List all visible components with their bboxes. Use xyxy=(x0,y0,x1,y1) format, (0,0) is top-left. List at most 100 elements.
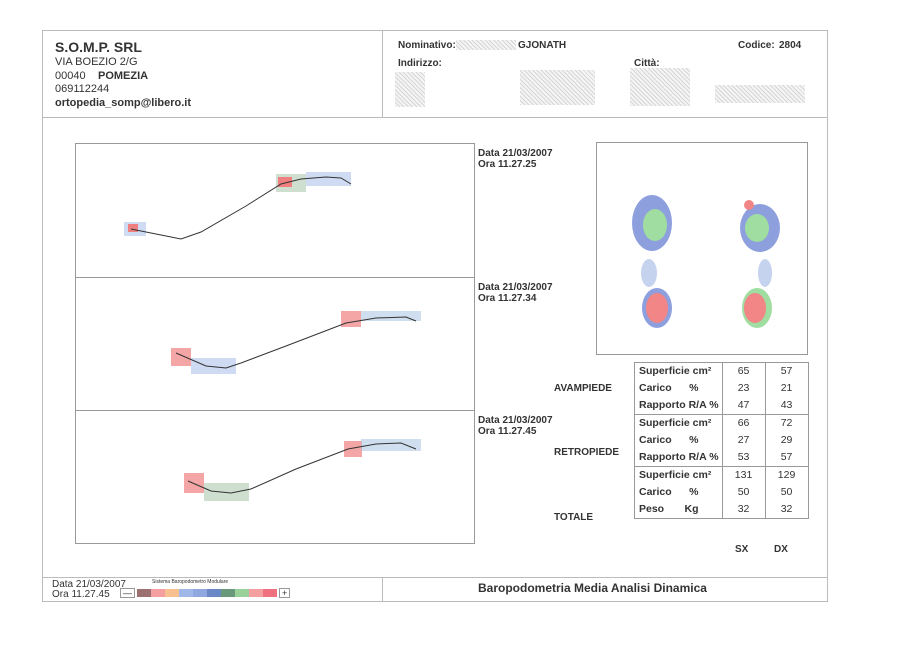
redacted-city xyxy=(630,68,690,106)
recording-2-time: Data 21/03/2007 Ora 11.27.34 xyxy=(478,282,553,304)
cell-label: Carico % xyxy=(634,484,723,501)
citta-label: Città: xyxy=(634,58,660,69)
cell-dx: 72 xyxy=(765,414,809,432)
trajectory-chart xyxy=(184,439,421,501)
divider xyxy=(42,117,828,118)
redacted-address xyxy=(520,70,595,105)
cell-label: Rapporto R/A % xyxy=(634,449,723,467)
recording-date: Data 21/03/2007 xyxy=(478,415,553,426)
column-sx: SX xyxy=(735,544,749,555)
cell-dx: 29 xyxy=(780,434,793,446)
report-title: Baropodometria Media Analisi Dinamica xyxy=(478,581,707,595)
section-label-avampiede: AVAMPIEDE xyxy=(554,383,612,394)
cell-sx: 131 xyxy=(722,466,766,484)
cell-sx: 53 xyxy=(722,449,766,467)
scale-swatch xyxy=(235,589,249,597)
scale-swatch xyxy=(221,589,235,597)
cell-dx: 32 xyxy=(780,503,793,515)
table-row: Superficie cm² 131 129 xyxy=(634,466,809,484)
gait-plot-3 xyxy=(75,410,475,544)
scale-swatch xyxy=(165,589,179,597)
footer-date: Data 21/03/2007 xyxy=(52,579,126,590)
scale-swatch xyxy=(151,589,165,597)
cell-sx: 47 xyxy=(722,397,766,415)
cell-label: Superficie cm² xyxy=(634,466,723,484)
indirizzo-label: Indirizzo: xyxy=(398,58,442,69)
footer-timestamp: Data 21/03/2007 Ora 11.27.45 xyxy=(52,580,126,600)
left-foot xyxy=(632,195,672,328)
cell-sx: 66 xyxy=(722,414,766,432)
table-row: Superficie cm² 66 72 xyxy=(634,414,809,432)
scale-swatch xyxy=(193,589,207,597)
cell-label: Peso Kg xyxy=(634,501,723,519)
cell-sx: 32 xyxy=(722,501,766,519)
section-label-retropiede: RETROPIEDE xyxy=(554,447,620,458)
table-row: Carico % 50 50 xyxy=(634,484,809,501)
column-dx: DX xyxy=(774,544,788,555)
table-row: Carico % 23 21 xyxy=(634,380,809,397)
scale-plus: + xyxy=(279,588,291,598)
trajectory-chart xyxy=(171,311,421,374)
scale-minus: — xyxy=(120,588,135,598)
company-address: VIA BOEZIO 2/G xyxy=(55,56,138,68)
cell-sx: 23 xyxy=(722,380,766,397)
recording-time: Ora 11.27.45 xyxy=(478,426,537,437)
cell-dx: 50 xyxy=(780,486,793,498)
divider xyxy=(382,577,383,602)
cell-dx: 129 xyxy=(765,466,809,484)
table-row: Rapporto R/A % 53 57 xyxy=(634,449,809,467)
table-row: Peso Kg 32 32 xyxy=(634,501,809,519)
foot-pressure-map xyxy=(596,142,808,355)
codice-label: Codice: xyxy=(738,40,775,51)
cell-label: Superficie cm² xyxy=(634,362,723,380)
company-cap: 00040 xyxy=(55,70,86,82)
divider xyxy=(382,30,383,117)
cell-label: Rapporto R/A % xyxy=(634,397,723,415)
recording-time: Ora 11.27.25 xyxy=(478,159,537,170)
redacted-address xyxy=(395,72,425,107)
table-row: Rapporto R/A % 47 43 xyxy=(634,397,809,415)
footer-time: Ora 11.27.45 xyxy=(52,589,110,600)
cell-dx: 57 xyxy=(780,365,793,377)
cell-sx: 65 xyxy=(722,362,766,380)
cell-dx: 21 xyxy=(780,382,793,394)
company-city: POMEZIA xyxy=(98,70,149,82)
cell-label: Carico % xyxy=(634,380,723,397)
scale-swatch xyxy=(249,589,263,597)
scale-swatch xyxy=(137,589,151,597)
scale-swatches xyxy=(137,589,277,597)
section-label-totale: TOTALE xyxy=(554,512,594,523)
company-name: S.O.M.P. SRL xyxy=(55,39,142,55)
codice-value: 2804 xyxy=(779,40,802,51)
recording-3-time: Data 21/03/2007 Ora 11.27.45 xyxy=(478,415,553,437)
gait-plot-2 xyxy=(75,277,475,411)
pressure-color-scale: — + xyxy=(120,588,291,598)
gait-plot-1 xyxy=(75,143,475,278)
recording-time: Ora 11.27.34 xyxy=(478,293,537,304)
cell-label: Carico % xyxy=(634,432,723,449)
table-row: Carico % 27 29 xyxy=(634,432,809,449)
table-row: Superficie cm² 65 57 xyxy=(634,362,809,380)
report-frame xyxy=(42,30,828,602)
redacted-name xyxy=(456,40,516,50)
nominativo-value: GJONATH xyxy=(518,40,567,51)
cell-sx: 50 xyxy=(722,484,766,501)
recording-date: Data 21/03/2007 xyxy=(478,148,553,159)
divider xyxy=(42,577,828,578)
recording-1-time: Data 21/03/2007 Ora 11.27.25 xyxy=(478,148,553,170)
foot-pressure-image xyxy=(632,195,780,328)
cell-label: Superficie cm² xyxy=(634,414,723,432)
system-name: Sistema Baropodometro Modulare xyxy=(152,579,229,585)
company-email: ortopedia_somp@libero.it xyxy=(55,97,192,109)
nominativo-label: Nominativo: xyxy=(398,40,456,51)
cell-sx: 27 xyxy=(722,432,766,449)
scale-swatch xyxy=(179,589,193,597)
company-phone: 069112244 xyxy=(55,83,110,95)
results-table: Superficie cm² 65 57 Carico % 23 21 Rapporto R… xyxy=(634,362,809,519)
cell-dx: 43 xyxy=(780,399,793,411)
redacted-city xyxy=(715,85,805,103)
cell-dx: 57 xyxy=(780,451,793,463)
scale-swatch xyxy=(263,589,277,597)
recording-date: Data 21/03/2007 xyxy=(478,282,553,293)
